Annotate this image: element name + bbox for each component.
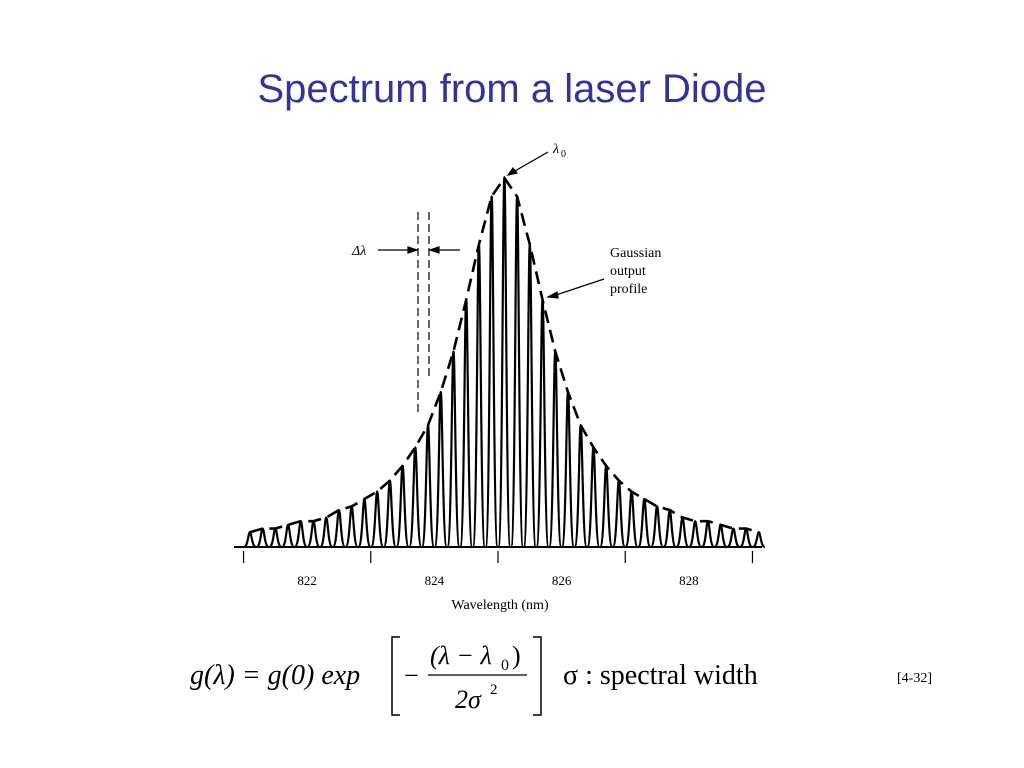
spectral-line <box>714 523 728 549</box>
spectral-line <box>420 424 436 549</box>
spectral-line <box>548 350 563 549</box>
spectral-line <box>357 497 372 549</box>
reference: [4-32] <box>897 671 932 686</box>
spectral-line <box>637 497 652 549</box>
spectral-line <box>471 243 487 549</box>
formula-numerator: (λ − λ <box>430 641 492 670</box>
spectral-line <box>370 490 385 549</box>
profile-label: output <box>610 264 646 279</box>
spectral-line <box>624 490 639 549</box>
spectral-line <box>395 464 410 549</box>
formula-minus: − <box>404 661 419 690</box>
profile-label: Gaussian <box>610 246 661 261</box>
x-tick-label: 828 <box>679 573 699 588</box>
spectral-line <box>256 527 270 549</box>
formula-bracket <box>391 636 542 716</box>
spectral-line <box>293 520 308 549</box>
spectral-line <box>497 176 512 549</box>
spacing-label: Δλ <box>351 244 366 259</box>
peak-label-sub: 0 <box>561 149 566 160</box>
spectral-line <box>662 508 677 549</box>
formula-numerator-sub: 0 <box>501 657 509 674</box>
spectral-line <box>344 505 359 549</box>
spectral-line <box>700 520 716 549</box>
spectral-line <box>281 523 295 549</box>
spectral-line <box>573 424 588 549</box>
x-axis-label: Wavelength (nm) <box>451 598 549 613</box>
x-tick-label: 822 <box>297 573 317 588</box>
spectral-line <box>739 527 753 549</box>
annotation-arrows <box>378 151 605 412</box>
x-tick-label: 826 <box>552 573 572 588</box>
formula-lhs: g(λ) = g(0) exp <box>190 660 360 691</box>
formula-denominator-sup: 2 <box>490 682 498 698</box>
spectral-line <box>611 479 626 549</box>
profile-label: profile <box>610 282 647 297</box>
spectral-line <box>331 508 347 549</box>
spectral-line <box>649 505 665 549</box>
spectral-line <box>535 298 550 549</box>
spectral-line <box>408 446 423 549</box>
peak-label: λ <box>552 142 559 157</box>
spectral-line <box>459 298 474 549</box>
slide-title: Spectrum from a laser Diode <box>257 67 766 111</box>
spectral-line <box>484 195 499 549</box>
spectral-line <box>688 520 703 549</box>
spectral-line <box>433 390 448 549</box>
formula-denominator: 2σ <box>455 685 482 714</box>
spectral-line <box>243 531 257 549</box>
spectral-line <box>319 516 334 549</box>
spectral-line <box>306 520 321 549</box>
spectral-line <box>268 527 282 549</box>
spectral-line <box>560 390 576 549</box>
formula-note: σ : spectral width <box>563 660 758 691</box>
spectral-line <box>752 531 766 549</box>
spectral-line <box>726 527 740 549</box>
spectral-line <box>446 350 461 549</box>
x-tick-label: 824 <box>425 573 445 588</box>
formula-numerator-end: ) <box>512 641 521 670</box>
spectral-line <box>522 243 537 549</box>
spectral-line <box>382 479 397 549</box>
spectral-line <box>586 446 601 549</box>
envelope <box>249 175 760 534</box>
spectral-line <box>675 516 690 549</box>
spectral-line <box>599 464 614 549</box>
spectral-line <box>509 195 525 549</box>
